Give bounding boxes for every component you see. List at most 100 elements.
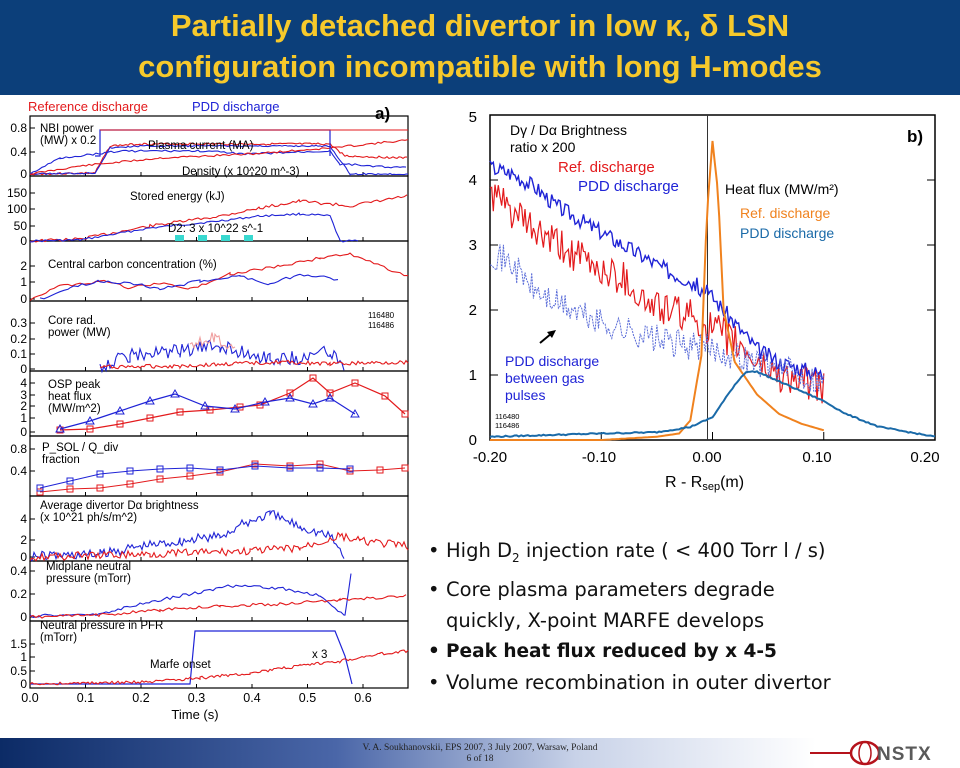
psol-ref-point	[156, 475, 164, 483]
pdd-brightness-series	[489, 160, 825, 381]
psol-ref-point	[96, 484, 104, 492]
nstx-logo: NSTX	[810, 740, 932, 766]
osp-ref-point	[381, 392, 389, 400]
y-tick: 0	[20, 425, 27, 439]
heat-flux-title: Heat flux (MW/m²)	[725, 181, 839, 197]
x-tick: 0.20	[910, 449, 939, 466]
gas-arrow-head	[547, 330, 556, 338]
y-tick: 0.2	[10, 587, 27, 601]
psol-pdd-point	[346, 465, 354, 473]
y-tick: 2	[20, 259, 27, 273]
osp-pdd-point	[115, 405, 125, 415]
density-ref-trace	[29, 141, 408, 176]
panel-label: fraction	[42, 454, 80, 466]
x-tick: 0.5	[299, 691, 316, 705]
slide-number: 6 of 18	[466, 754, 494, 764]
y-tick: 2	[469, 302, 477, 319]
y-tick: 4	[20, 376, 27, 390]
y-tick: 100	[7, 202, 27, 216]
osp-ref-point	[176, 408, 184, 416]
psol-pdd-point	[316, 464, 324, 472]
psol-ref-point	[36, 488, 44, 496]
osp-ref-point	[146, 414, 154, 422]
psol-ref-point	[186, 472, 194, 480]
panel-label: OSP peak	[48, 379, 100, 391]
bullet-list: • High D2 injection rate ( < 400 Torr l /…	[426, 535, 958, 698]
osp-ref-point	[309, 374, 317, 382]
figure-b-label: b)	[907, 127, 923, 146]
panel-label: NBI power	[40, 123, 94, 135]
panel-label: Midplane neutral	[46, 561, 131, 573]
dalpha-pdd-trace	[29, 510, 345, 562]
dalpha-ref-trace	[29, 531, 409, 562]
y-tick: 0.8	[10, 442, 27, 456]
psol-ref-point	[376, 466, 384, 474]
y-tick: 0	[20, 550, 27, 564]
shot-number: 116486	[368, 321, 395, 330]
y-tick: 3	[469, 237, 477, 254]
footer-citation: V. A. Soukhanovskii, EPS 2007, 3 July 20…	[362, 743, 598, 753]
panel-label: Plasma current (MA)	[148, 140, 254, 152]
osp-pdd-line	[59, 393, 356, 430]
gas-pulse-marker	[175, 235, 184, 241]
osp-pdd-point	[145, 395, 155, 405]
core-rad-pdd-trace	[99, 339, 345, 374]
y-tick: 0	[20, 292, 27, 306]
panel-label: P_SOL / Q_div	[42, 442, 119, 454]
osp-pdd-point	[260, 396, 270, 406]
pdd-discharge-label: PDD discharge	[578, 178, 679, 195]
x-tick: 0.0	[21, 691, 38, 705]
y-tick: 0.8	[10, 121, 27, 135]
psol-ref-point	[401, 464, 409, 472]
gas-pulse-marker	[221, 235, 230, 241]
psol-ref-point	[66, 485, 74, 493]
x-tick: 0.10	[802, 449, 831, 466]
stored-energy-pdd-trace	[30, 212, 359, 243]
panel-label: (MW/m^2)	[48, 403, 101, 415]
y-tick: 0.4	[10, 464, 27, 478]
osp-pdd-point	[55, 423, 65, 433]
panel-label: x 3	[312, 649, 327, 661]
psol-pdd-point	[156, 465, 164, 473]
psol-ref-point	[126, 480, 134, 488]
gas-pulse-marker	[198, 235, 207, 241]
current-pdd-trace	[29, 149, 407, 175]
panel-label: Density (x 10^20 m^-3)	[182, 166, 300, 178]
figure-a-label: a)	[375, 104, 390, 123]
svg-text:NSTX: NSTX	[877, 744, 932, 765]
x-tick: 0.00	[692, 449, 721, 466]
x-tick: 0.6	[354, 691, 371, 705]
y-tick: 50	[14, 219, 28, 233]
gas-pulse-marker	[244, 235, 253, 241]
psol-pdd-point	[216, 466, 224, 474]
panel-group: 0.80.401501005002100.30.20.10432100.80.4…	[7, 115, 409, 691]
heat-flux-pdd-series	[489, 370, 936, 439]
pdd-gas-brightness-series	[489, 244, 825, 393]
osp-ref-point	[286, 389, 294, 397]
bullet-item: • Peak heat flux reduced by x 4-5	[428, 640, 777, 662]
y-tick: 0	[20, 362, 27, 376]
osp-pdd-point	[308, 398, 318, 408]
heat-ref-label: Ref. discharge	[740, 205, 830, 221]
panel-frame	[29, 620, 409, 689]
series-group	[489, 140, 936, 441]
osp-ref-point	[116, 420, 124, 428]
x-tick: -0.20	[473, 449, 507, 466]
tick-group	[489, 114, 936, 441]
osp-ref-point	[401, 410, 409, 418]
panel-label: Average divertor Dα brightness	[40, 500, 199, 512]
y-tick: 0	[20, 167, 27, 181]
psol-pdd-point	[66, 477, 74, 485]
y-tick: 1.5	[10, 637, 27, 651]
bullet-item: • Volume recombination in outer divertor	[428, 670, 831, 694]
y-tick: 0.2	[10, 332, 27, 346]
y-tick: 1	[20, 650, 27, 664]
y-tick: 4	[20, 512, 27, 526]
shot-number: 116480	[368, 311, 395, 320]
panel-label: Central carbon concentration (%)	[48, 259, 217, 271]
y-tick: 150	[7, 186, 27, 200]
pfr-pdd-trace	[30, 630, 353, 685]
y-tick: 0.1	[10, 347, 27, 361]
brightness-ratio: ratio x 200	[510, 139, 576, 155]
osp-pdd-point	[350, 408, 360, 418]
